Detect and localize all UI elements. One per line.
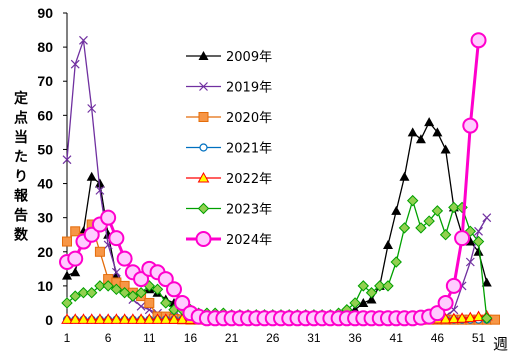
legend-swatch-marker — [200, 144, 207, 151]
data-point — [441, 230, 451, 240]
data-point — [167, 282, 181, 296]
y-tick-label: 0 — [45, 312, 53, 328]
data-point — [145, 298, 154, 307]
legend-label: 2021年 — [226, 142, 272, 157]
data-point — [391, 257, 401, 267]
data-point — [483, 214, 491, 222]
x-tick-label: 36 — [348, 331, 362, 345]
legend-item: 2022年 — [186, 172, 272, 187]
x-tick-label: 6 — [105, 331, 112, 345]
legend-item: 2023年 — [186, 203, 272, 218]
x-tick-label: 21 — [225, 331, 239, 345]
data-point — [137, 302, 145, 310]
data-point — [68, 252, 82, 266]
data-point — [62, 271, 72, 280]
x-tick-label: 31 — [307, 331, 321, 345]
data-point — [466, 258, 474, 266]
y-tick-label: 80 — [37, 39, 53, 55]
data-point — [424, 117, 434, 126]
data-point — [87, 172, 97, 181]
x-axis-label: 週 — [493, 335, 508, 353]
y-tick-label: 30 — [37, 210, 53, 226]
data-point — [472, 33, 486, 47]
data-point — [399, 172, 409, 181]
series-line — [67, 122, 487, 316]
data-point — [408, 196, 418, 206]
x-tick-label: 1 — [64, 331, 71, 345]
legend-label: 2024年 — [226, 233, 272, 248]
data-point — [71, 227, 80, 236]
legend-item: 2019年 — [186, 81, 272, 96]
legend-item: 2009年 — [186, 50, 272, 65]
data-point — [383, 240, 393, 249]
data-point — [408, 127, 418, 136]
data-point — [383, 281, 393, 291]
y-axis-label: 定点当たり報告数 — [14, 90, 29, 244]
data-point — [399, 223, 409, 233]
x-tick-label: 16 — [184, 331, 198, 345]
y-tick-label: 60 — [37, 107, 53, 123]
data-point — [441, 144, 451, 153]
legend-item: 2020年 — [186, 111, 272, 126]
data-point — [447, 279, 461, 293]
y-tick-label: 70 — [37, 73, 53, 89]
legend-swatch-marker — [199, 113, 208, 122]
data-point — [101, 211, 115, 225]
data-point — [463, 119, 477, 133]
data-point — [439, 296, 453, 310]
legend-label: 2020年 — [226, 111, 272, 126]
data-point — [391, 206, 401, 215]
legend-label: 2022年 — [226, 172, 272, 187]
legend-label: 2009年 — [226, 50, 272, 65]
data-point — [95, 247, 104, 256]
x-tick-label: 26 — [266, 331, 280, 345]
y-tick-label: 40 — [37, 176, 53, 192]
x-tick-label: 41 — [390, 331, 404, 345]
y-tick-label: 50 — [37, 141, 53, 157]
series-2019年 — [63, 36, 491, 323]
y-tick-label: 10 — [37, 278, 53, 294]
x-tick-label: 11 — [143, 331, 156, 345]
data-point — [63, 237, 72, 246]
legend-item: 2024年 — [186, 232, 272, 248]
data-point — [118, 252, 132, 266]
legend-swatch-marker — [197, 232, 211, 246]
y-tick-label: 20 — [37, 244, 53, 260]
legend-swatch-marker — [199, 204, 209, 214]
data-point — [455, 231, 469, 245]
x-tick-label: 51 — [472, 331, 486, 345]
data-point — [70, 267, 80, 276]
y-tick-label: 90 — [37, 5, 53, 21]
chart-legend: 2009年 2019年 2020年 2021年 2022年 2023年 2024年 — [186, 50, 272, 248]
legend-label: 2019年 — [226, 81, 272, 96]
legend-item: 2021年 — [186, 142, 272, 157]
legend-label: 2023年 — [226, 203, 272, 218]
chart-series — [60, 33, 500, 325]
x-tick-label: 46 — [431, 331, 445, 345]
data-point — [109, 231, 123, 245]
